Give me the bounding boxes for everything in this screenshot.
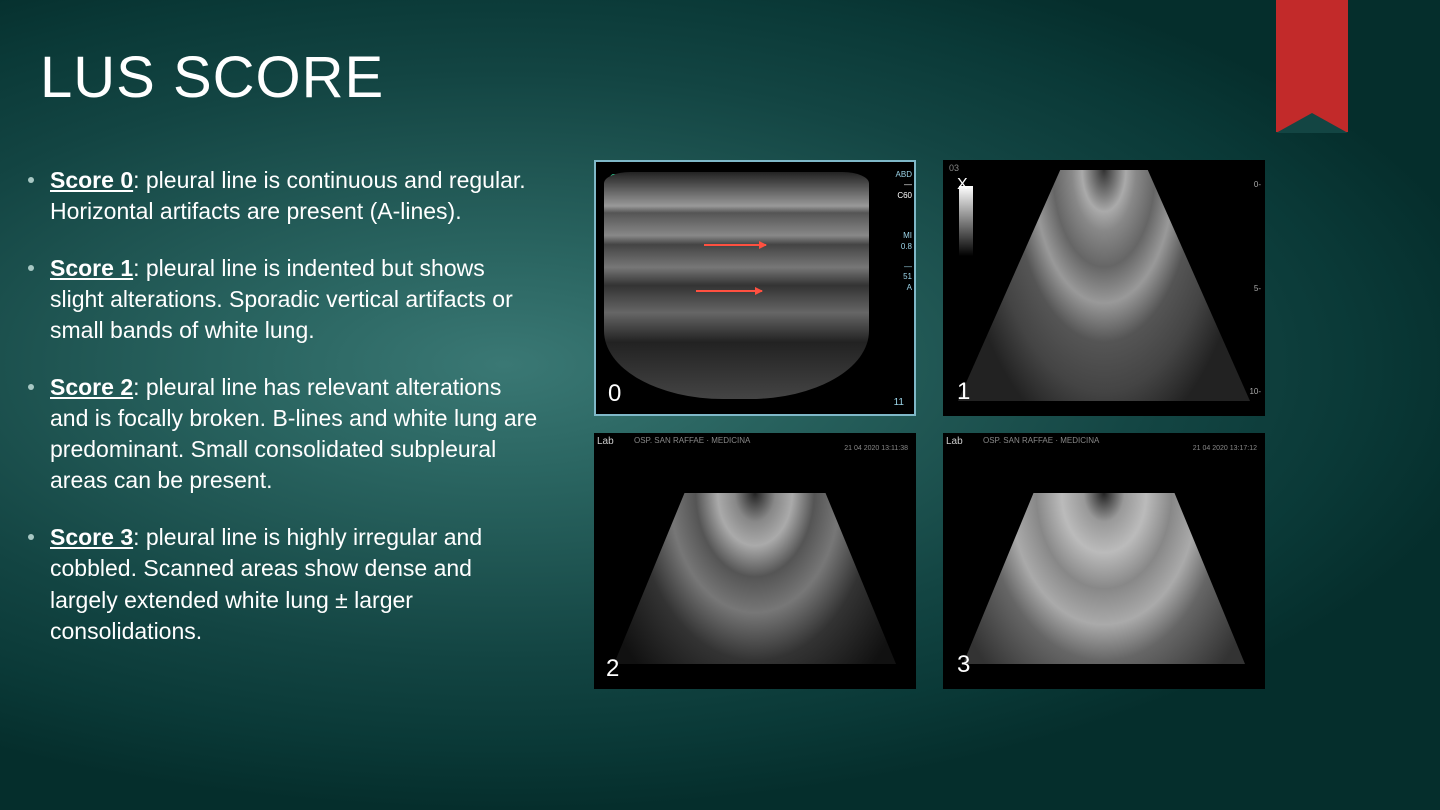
score-label: Score 0	[50, 167, 133, 193]
list-item: Score 3: pleural line is highly irregula…	[28, 522, 538, 646]
annotation-arrow-icon	[704, 244, 766, 246]
gain-gradient-icon	[959, 186, 973, 256]
ultrasound-fan	[963, 493, 1245, 664]
close-marker-icon: X	[957, 176, 968, 194]
ultrasound-grid: ABD — C60 MI 0.8 — 51 A 11 0 03 X 0- 5- …	[594, 160, 1265, 689]
ultrasound-fan	[614, 493, 896, 664]
slide-title: LUS SCORE	[40, 44, 384, 111]
bullet-icon	[28, 265, 34, 271]
ultrasound-score-0: ABD — C60 MI 0.8 — 51 A 11 0	[594, 160, 916, 416]
depth-scale: 0- 5- 10-	[1251, 180, 1261, 396]
score-sep: :	[133, 524, 146, 550]
ultrasound-fan	[604, 172, 869, 399]
score-label: Score 1	[50, 255, 133, 281]
score-list: Score 0: pleural line is continuous and …	[28, 165, 538, 673]
lab-tag: Lab	[597, 436, 614, 447]
frame-number: 03	[949, 163, 959, 173]
ultrasound-score-1: 03 X 0- 5- 10- 1	[943, 160, 1265, 416]
list-item: Score 1: pleural line is indented but sh…	[28, 253, 538, 346]
ultrasound-fan	[958, 170, 1250, 401]
image-label: 2	[606, 655, 619, 683]
ultrasound-score-3: Lab OSP. SAN RAFFAE · MEDICINA 21 04 202…	[943, 433, 1265, 689]
annotation-arrow-icon	[696, 290, 762, 292]
scan-timestamp: 21 04 2020 13:11:38	[844, 445, 908, 452]
image-label: 0	[608, 380, 621, 408]
accent-ribbon	[1276, 0, 1348, 132]
score-sep: :	[133, 374, 146, 400]
depth-indicator: 11	[894, 397, 904, 408]
bullet-icon	[28, 177, 34, 183]
score-label: Score 3	[50, 524, 133, 550]
list-item: Score 2: pleural line has relevant alter…	[28, 372, 538, 496]
score-sep: :	[133, 167, 146, 193]
score-sep: :	[133, 255, 146, 281]
ultrasound-score-2: Lab OSP. SAN RAFFAE · MEDICINA 21 04 202…	[594, 433, 916, 689]
scan-timestamp: 21 04 2020 13:17:12	[1193, 445, 1257, 452]
scan-header: OSP. SAN RAFFAE · MEDICINA	[983, 436, 1099, 445]
lab-tag: Lab	[946, 436, 963, 447]
scan-params: ABD — C60 MI 0.8 — 51 A	[896, 170, 912, 293]
bullet-icon	[28, 534, 34, 540]
image-label: 1	[957, 378, 970, 406]
list-item: Score 0: pleural line is continuous and …	[28, 165, 538, 227]
image-label: 3	[957, 651, 970, 679]
scan-header: OSP. SAN RAFFAE · MEDICINA	[634, 436, 750, 445]
score-label: Score 2	[50, 374, 133, 400]
bullet-icon	[28, 384, 34, 390]
